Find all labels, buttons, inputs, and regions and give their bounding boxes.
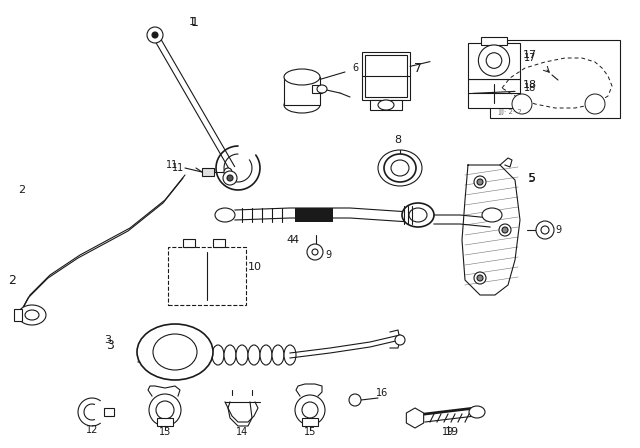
Text: 2: 2 (19, 185, 26, 195)
Text: 19: 19 (442, 427, 454, 437)
Bar (183, 239, 195, 247)
Bar (202, 168, 214, 176)
Text: 1: 1 (189, 17, 195, 27)
Bar (490, 40, 620, 118)
Bar (468, 43, 520, 79)
Text: 19: 19 (445, 427, 459, 437)
Circle shape (536, 221, 554, 239)
Circle shape (499, 224, 511, 236)
Text: 15: 15 (304, 427, 316, 437)
Bar (14, 309, 22, 321)
Text: 8: 8 (394, 135, 401, 145)
Ellipse shape (284, 345, 296, 365)
Ellipse shape (384, 154, 416, 182)
Circle shape (477, 179, 483, 185)
Bar (302, 418, 318, 426)
Ellipse shape (260, 345, 272, 365)
Ellipse shape (236, 345, 248, 365)
Ellipse shape (378, 100, 394, 110)
Text: 11: 11 (172, 163, 184, 173)
Text: JJJ· 2· 2: JJJ· 2· 2 (498, 109, 522, 115)
Circle shape (512, 94, 532, 114)
Circle shape (302, 402, 318, 418)
Circle shape (479, 45, 509, 76)
Circle shape (477, 275, 483, 281)
Circle shape (147, 27, 163, 43)
Text: 5: 5 (528, 172, 536, 185)
Ellipse shape (153, 334, 197, 370)
Circle shape (474, 176, 486, 188)
Text: 18: 18 (523, 80, 537, 90)
Text: 9: 9 (325, 250, 331, 260)
Ellipse shape (284, 69, 320, 85)
Bar (284, 77, 320, 105)
Bar (468, 79, 520, 108)
Circle shape (312, 249, 318, 255)
Circle shape (223, 171, 237, 185)
Bar (481, 37, 507, 45)
Text: 9: 9 (555, 225, 561, 235)
Text: 17: 17 (524, 53, 536, 63)
Text: 17: 17 (523, 50, 537, 60)
Ellipse shape (402, 203, 434, 227)
Text: 12: 12 (86, 425, 98, 435)
Text: 3: 3 (106, 339, 114, 352)
Ellipse shape (284, 97, 320, 113)
Text: 14: 14 (236, 427, 248, 437)
Ellipse shape (482, 208, 502, 222)
Text: 3: 3 (104, 335, 111, 345)
Text: 16: 16 (376, 388, 388, 398)
Text: 1: 1 (191, 16, 199, 29)
Ellipse shape (248, 345, 260, 365)
Circle shape (349, 394, 361, 406)
Text: 2: 2 (8, 273, 16, 287)
Bar (365, 55, 407, 97)
Text: 13: 13 (159, 427, 171, 437)
Circle shape (486, 53, 502, 69)
Circle shape (156, 401, 174, 419)
Bar (362, 52, 410, 100)
Ellipse shape (224, 345, 236, 365)
Ellipse shape (18, 305, 46, 325)
Bar (157, 418, 173, 426)
Ellipse shape (272, 345, 284, 365)
Ellipse shape (137, 324, 213, 380)
Bar (370, 100, 402, 110)
Bar (104, 408, 114, 416)
Text: 18: 18 (524, 83, 536, 93)
Circle shape (395, 335, 405, 345)
Circle shape (585, 94, 605, 114)
Text: 4: 4 (287, 235, 294, 245)
Ellipse shape (469, 406, 485, 418)
Ellipse shape (378, 150, 422, 186)
Ellipse shape (391, 160, 409, 176)
Bar (168, 247, 246, 305)
Circle shape (224, 168, 232, 176)
Circle shape (149, 394, 181, 426)
Text: 10: 10 (248, 262, 262, 272)
Circle shape (307, 244, 323, 260)
Text: 7: 7 (414, 61, 422, 74)
Circle shape (502, 227, 508, 233)
Text: 5: 5 (529, 173, 536, 183)
Text: 11: 11 (166, 160, 178, 170)
Ellipse shape (317, 85, 327, 93)
Ellipse shape (25, 310, 39, 320)
Circle shape (474, 272, 486, 284)
Ellipse shape (215, 208, 235, 222)
Bar (213, 239, 225, 247)
Text: 4: 4 (291, 235, 299, 245)
Ellipse shape (409, 208, 427, 222)
Ellipse shape (212, 345, 224, 365)
Circle shape (227, 175, 233, 181)
Circle shape (295, 395, 325, 425)
Bar (312, 85, 322, 93)
Text: 6: 6 (352, 63, 358, 73)
Circle shape (152, 32, 158, 38)
Circle shape (541, 226, 549, 234)
Bar (295, 208, 333, 222)
